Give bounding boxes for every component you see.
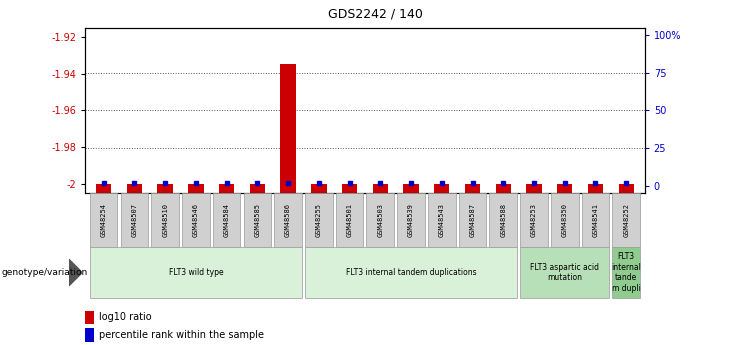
Bar [465, 184, 480, 193]
Text: genotype/variation: genotype/variation [1, 268, 87, 277]
Bar [557, 184, 573, 193]
Text: log10 ratio: log10 ratio [99, 313, 151, 322]
Bar [342, 184, 357, 193]
Bar [219, 184, 234, 193]
Text: GSM48254: GSM48254 [101, 203, 107, 237]
Text: FLT3 aspartic acid
mutation: FLT3 aspartic acid mutation [531, 263, 599, 282]
Bar [250, 184, 265, 193]
Text: GSM48546: GSM48546 [193, 203, 199, 237]
Bar [280, 65, 296, 193]
Bar [434, 184, 450, 193]
Bar [526, 184, 542, 193]
Bar [182, 193, 210, 247]
Bar [311, 184, 327, 193]
Bar [612, 193, 640, 247]
Bar [311, 184, 327, 193]
Bar [397, 193, 425, 247]
Text: GSM48539: GSM48539 [408, 203, 414, 237]
Bar [612, 247, 640, 298]
Text: GSM48585: GSM48585 [254, 203, 260, 237]
Bar [434, 184, 450, 193]
Bar [90, 247, 302, 298]
Text: percentile rank within the sample: percentile rank within the sample [99, 330, 264, 339]
Bar [459, 193, 486, 247]
Text: GSM48255: GSM48255 [316, 203, 322, 237]
Bar [250, 184, 265, 193]
Bar [520, 247, 609, 298]
Bar [520, 193, 548, 247]
Bar [305, 193, 333, 247]
Bar [244, 193, 271, 247]
Polygon shape [69, 259, 82, 286]
Bar [127, 184, 142, 193]
Text: GDS2242 / 140: GDS2242 / 140 [328, 8, 423, 21]
Bar [619, 184, 634, 193]
Bar [188, 184, 204, 193]
Bar [280, 65, 296, 193]
Text: GSM48584: GSM48584 [224, 203, 230, 237]
Bar [157, 184, 173, 193]
Text: FLT3
internal
tande
m dupli: FLT3 internal tande m dupli [611, 253, 641, 293]
Bar [188, 184, 204, 193]
Bar [557, 184, 573, 193]
Bar [526, 184, 542, 193]
Bar [373, 184, 388, 193]
Text: GSM48586: GSM48586 [285, 203, 291, 237]
Bar [496, 184, 511, 193]
Bar [90, 193, 118, 247]
Bar [373, 184, 388, 193]
Bar [403, 184, 419, 193]
Bar [490, 193, 517, 247]
Text: FLT3 wild type: FLT3 wild type [168, 268, 223, 277]
Bar [551, 193, 579, 247]
Bar [619, 184, 634, 193]
Bar [96, 184, 111, 193]
Bar [582, 193, 609, 247]
Bar [151, 193, 179, 247]
Bar [213, 193, 240, 247]
Bar [336, 193, 363, 247]
Bar [403, 184, 419, 193]
Text: GSM48588: GSM48588 [500, 203, 506, 237]
Bar [588, 184, 603, 193]
Bar [342, 184, 357, 193]
Text: FLT3 internal tandem duplications: FLT3 internal tandem duplications [346, 268, 476, 277]
Bar [274, 193, 302, 247]
Text: GSM48253: GSM48253 [531, 203, 537, 237]
Bar [465, 184, 480, 193]
Bar [157, 184, 173, 193]
Bar [121, 193, 148, 247]
Bar [96, 184, 111, 193]
Bar [219, 184, 234, 193]
Text: GSM48501: GSM48501 [347, 203, 353, 237]
Bar [428, 193, 456, 247]
Bar [367, 193, 394, 247]
Text: GSM48541: GSM48541 [593, 203, 599, 237]
Text: GSM48543: GSM48543 [439, 203, 445, 237]
Bar [496, 184, 511, 193]
Text: GSM48510: GSM48510 [162, 203, 168, 237]
Text: GSM48587: GSM48587 [470, 203, 476, 237]
Bar [85, 310, 94, 324]
Text: GSM48507: GSM48507 [131, 203, 137, 237]
Bar [127, 184, 142, 193]
Bar [85, 328, 94, 342]
Text: GSM48252: GSM48252 [623, 203, 629, 237]
Text: GSM48350: GSM48350 [562, 203, 568, 237]
Bar [588, 184, 603, 193]
Text: GSM48503: GSM48503 [377, 203, 383, 237]
Bar [305, 247, 517, 298]
